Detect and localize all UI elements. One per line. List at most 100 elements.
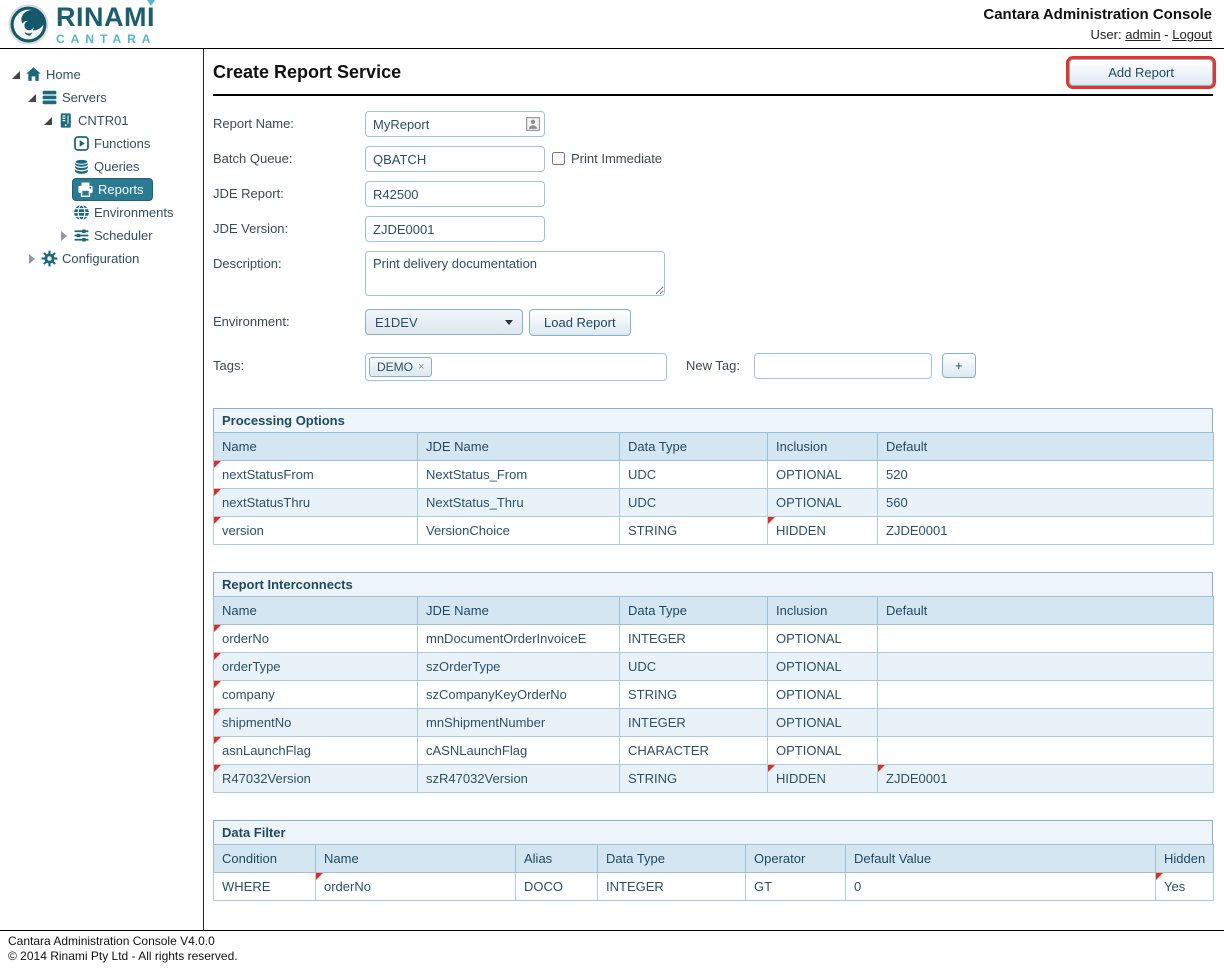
- table-cell[interactable]: szOrderType: [418, 653, 620, 681]
- table-cell[interactable]: DOCO: [516, 873, 598, 901]
- print-immediate-label: Print Immediate: [571, 151, 662, 166]
- functions-icon: [73, 135, 90, 152]
- sidebar-item-queries[interactable]: Queries: [0, 155, 203, 178]
- table-cell[interactable]: WHERE: [214, 873, 316, 901]
- table-cell[interactable]: OPTIONAL: [768, 489, 878, 517]
- tag-chip[interactable]: DEMO ×: [369, 357, 432, 377]
- table-cell[interactable]: orderNo: [316, 873, 516, 901]
- table-cell[interactable]: R47032Version: [214, 765, 418, 793]
- table-cell[interactable]: 520: [878, 461, 1214, 489]
- table-cell[interactable]: UDC: [620, 461, 768, 489]
- new-tag-label: New Tag:: [686, 353, 740, 373]
- table-cell[interactable]: 0: [846, 873, 1156, 901]
- print-immediate-checkbox[interactable]: [552, 152, 565, 165]
- table-cell[interactable]: mnShipmentNumber: [418, 709, 620, 737]
- logout-link[interactable]: Logout: [1172, 27, 1212, 42]
- sidebar-selected-item[interactable]: Reports: [72, 178, 153, 201]
- scheduler-icon: [73, 227, 90, 244]
- table-cell[interactable]: OPTIONAL: [768, 737, 878, 765]
- column-header: Name: [214, 597, 418, 625]
- add-tag-button[interactable]: +: [942, 353, 976, 378]
- table-cell[interactable]: nextStatusThru: [214, 489, 418, 517]
- table-cell[interactable]: [878, 625, 1214, 653]
- column-header: Name: [316, 845, 516, 873]
- table-cell[interactable]: nextStatusFrom: [214, 461, 418, 489]
- sidebar-item-configuration[interactable]: Configuration: [0, 247, 203, 270]
- table-cell[interactable]: OPTIONAL: [768, 461, 878, 489]
- environments-icon: [73, 204, 90, 221]
- table-cell[interactable]: mnDocumentOrderInvoiceE: [418, 625, 620, 653]
- sidebar-item-servers[interactable]: Servers: [0, 86, 203, 109]
- table-cell[interactable]: ZJDE0001: [878, 765, 1214, 793]
- table-cell[interactable]: ZJDE0001: [878, 517, 1214, 545]
- tags-row: Tags: DEMO × New Tag: +: [213, 353, 1213, 381]
- column-header: Data Type: [598, 845, 746, 873]
- jde-report-input[interactable]: [365, 181, 545, 207]
- table-cell[interactable]: STRING: [620, 681, 768, 709]
- table-cell[interactable]: orderNo: [214, 625, 418, 653]
- sidebar-item-functions[interactable]: Functions: [0, 132, 203, 155]
- report-name-label: Report Name:: [213, 111, 365, 131]
- jde-report-row: JDE Report:: [213, 181, 1213, 207]
- table-cell[interactable]: asnLaunchFlag: [214, 737, 418, 765]
- table-cell[interactable]: 560: [878, 489, 1214, 517]
- table-cell[interactable]: UDC: [620, 489, 768, 517]
- table-cell[interactable]: INTEGER: [620, 625, 768, 653]
- table-header-row: NameJDE NameData TypeInclusionDefault: [214, 433, 1214, 461]
- description-textarea[interactable]: Print delivery documentation: [365, 251, 665, 296]
- table-cell[interactable]: HIDDEN: [768, 517, 878, 545]
- load-report-button[interactable]: Load Report: [529, 309, 631, 336]
- report-name-input[interactable]: [365, 111, 545, 137]
- tags-input-box[interactable]: DEMO ×: [365, 353, 667, 381]
- tree-expander-icon[interactable]: [40, 113, 56, 129]
- table-cell[interactable]: [878, 709, 1214, 737]
- table-cell[interactable]: [878, 681, 1214, 709]
- new-tag-input[interactable]: [754, 353, 932, 379]
- table-cell[interactable]: CHARACTER: [620, 737, 768, 765]
- table-cell[interactable]: OPTIONAL: [768, 653, 878, 681]
- table-cell[interactable]: NextStatus_From: [418, 461, 620, 489]
- table-cell[interactable]: version: [214, 517, 418, 545]
- sidebar-item-reports[interactable]: Reports: [0, 178, 203, 201]
- add-report-button[interactable]: Add Report: [1069, 59, 1213, 86]
- tree-expander-icon[interactable]: [56, 228, 72, 244]
- sidebar-item-home[interactable]: Home: [0, 63, 203, 86]
- user-admin-link[interactable]: admin: [1125, 27, 1160, 42]
- table-cell[interactable]: UDC: [620, 653, 768, 681]
- table-cell[interactable]: STRING: [620, 765, 768, 793]
- tree-expander-icon[interactable]: [24, 251, 40, 267]
- top-right-block: Cantara Administration Console User: adm…: [983, 6, 1212, 42]
- table-cell[interactable]: cASNLaunchFlag: [418, 737, 620, 765]
- table-cell[interactable]: STRING: [620, 517, 768, 545]
- table-cell[interactable]: company: [214, 681, 418, 709]
- jde-version-label: JDE Version:: [213, 216, 365, 236]
- table-cell[interactable]: orderType: [214, 653, 418, 681]
- environment-select[interactable]: E1DEV: [365, 309, 523, 335]
- table-cell[interactable]: INTEGER: [620, 709, 768, 737]
- tag-remove-icon[interactable]: ×: [418, 361, 424, 373]
- table-cell[interactable]: VersionChoice: [418, 517, 620, 545]
- tree-expander-icon[interactable]: [8, 67, 24, 83]
- table-cell[interactable]: szR47032Version: [418, 765, 620, 793]
- environment-selected-value: E1DEV: [375, 315, 418, 330]
- table-cell[interactable]: OPTIONAL: [768, 709, 878, 737]
- table-cell[interactable]: OPTIONAL: [768, 625, 878, 653]
- table-cell[interactable]: INTEGER: [598, 873, 746, 901]
- table-cell[interactable]: NextStatus_Thru: [418, 489, 620, 517]
- table-cell[interactable]: Yes: [1156, 873, 1214, 901]
- batch-queue-input[interactable]: [365, 146, 545, 172]
- table-row: shipmentNomnShipmentNumberINTEGEROPTIONA…: [214, 709, 1214, 737]
- tree-expander-icon[interactable]: [24, 90, 40, 106]
- sidebar-item-cntr01[interactable]: CNTR01: [0, 109, 203, 132]
- table-cell[interactable]: OPTIONAL: [768, 681, 878, 709]
- table-cell[interactable]: GT: [746, 873, 846, 901]
- table-cell[interactable]: [878, 653, 1214, 681]
- table-cell[interactable]: HIDDEN: [768, 765, 878, 793]
- jde-version-input[interactable]: [365, 216, 545, 242]
- table-cell[interactable]: szCompanyKeyOrderNo: [418, 681, 620, 709]
- table-row: versionVersionChoiceSTRINGHIDDENZJDE0001: [214, 517, 1214, 545]
- table-cell[interactable]: [878, 737, 1214, 765]
- sidebar-item-scheduler[interactable]: Scheduler: [0, 224, 203, 247]
- table-cell[interactable]: shipmentNo: [214, 709, 418, 737]
- sidebar-item-environments[interactable]: Environments: [0, 201, 203, 224]
